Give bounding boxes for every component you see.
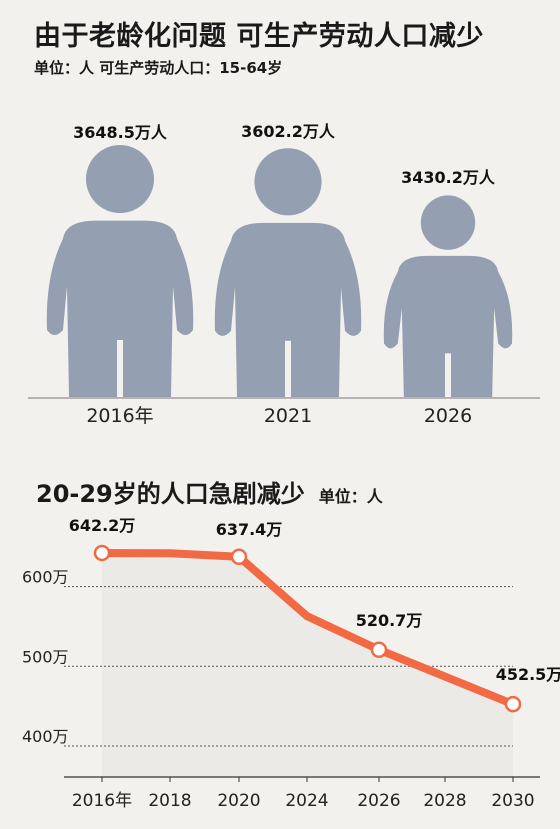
- person-head: [85, 145, 155, 214]
- data-point: [504, 695, 522, 713]
- y-tick-label: 400万: [22, 727, 69, 746]
- x-tick-label: 2026: [357, 791, 400, 811]
- person-figure: [46, 145, 194, 397]
- person-body: [46, 220, 194, 397]
- data-label: 637.4万: [216, 520, 283, 539]
- person-head: [420, 195, 476, 250]
- person-body: [214, 222, 362, 397]
- data-label: 642.2万: [69, 516, 136, 535]
- population-pictogram: 3648.5万人 2016年 3602.2万人 2021 3430.2万人 2026: [28, 122, 540, 427]
- person-figure: [383, 195, 513, 397]
- pictogram-value-label: 3430.2万人: [401, 168, 496, 187]
- line-chart-unit: 单位：人: [318, 487, 383, 506]
- pictogram-year-label: 2026: [424, 405, 472, 427]
- x-tick-label: 2028: [423, 791, 466, 811]
- line-chart-area: [102, 552, 513, 777]
- series-line: [98, 548, 517, 709]
- data-point: [230, 548, 248, 566]
- x-tick-label: 2030: [491, 791, 534, 811]
- pictogram-year-label: 2016年: [86, 405, 153, 427]
- person-figure: [214, 148, 362, 397]
- person-head: [254, 148, 322, 216]
- data-point: [370, 641, 388, 659]
- person-body: [383, 255, 513, 397]
- x-tick-label: 2018: [148, 791, 191, 811]
- pictogram-year-label: 2021: [264, 405, 312, 427]
- x-tick-label: 2020: [217, 791, 260, 811]
- line-chart-title: 20-29岁的人口急剧减少 单位：人: [36, 474, 383, 509]
- pictogram-value-label: 3648.5万人: [73, 123, 168, 142]
- data-label: 520.7万: [356, 611, 423, 630]
- pictogram-value-label: 3602.2万人: [241, 122, 336, 141]
- y-tick-label: 500万: [22, 647, 69, 666]
- data-point: [93, 544, 111, 562]
- x-tick-label: 2016年: [72, 791, 132, 811]
- line-chart-title-text: 20-29岁的人口急剧减少: [36, 480, 305, 508]
- data-label: 452.5万: [496, 665, 560, 684]
- x-tick-label: 2024: [285, 791, 328, 811]
- main-subtitle: 单位：人 可生产劳动人口：15-64岁: [34, 59, 283, 77]
- main-title: 由于老龄化问题 可生产劳动人口减少: [34, 21, 484, 52]
- y-tick-label: 600万: [22, 568, 69, 587]
